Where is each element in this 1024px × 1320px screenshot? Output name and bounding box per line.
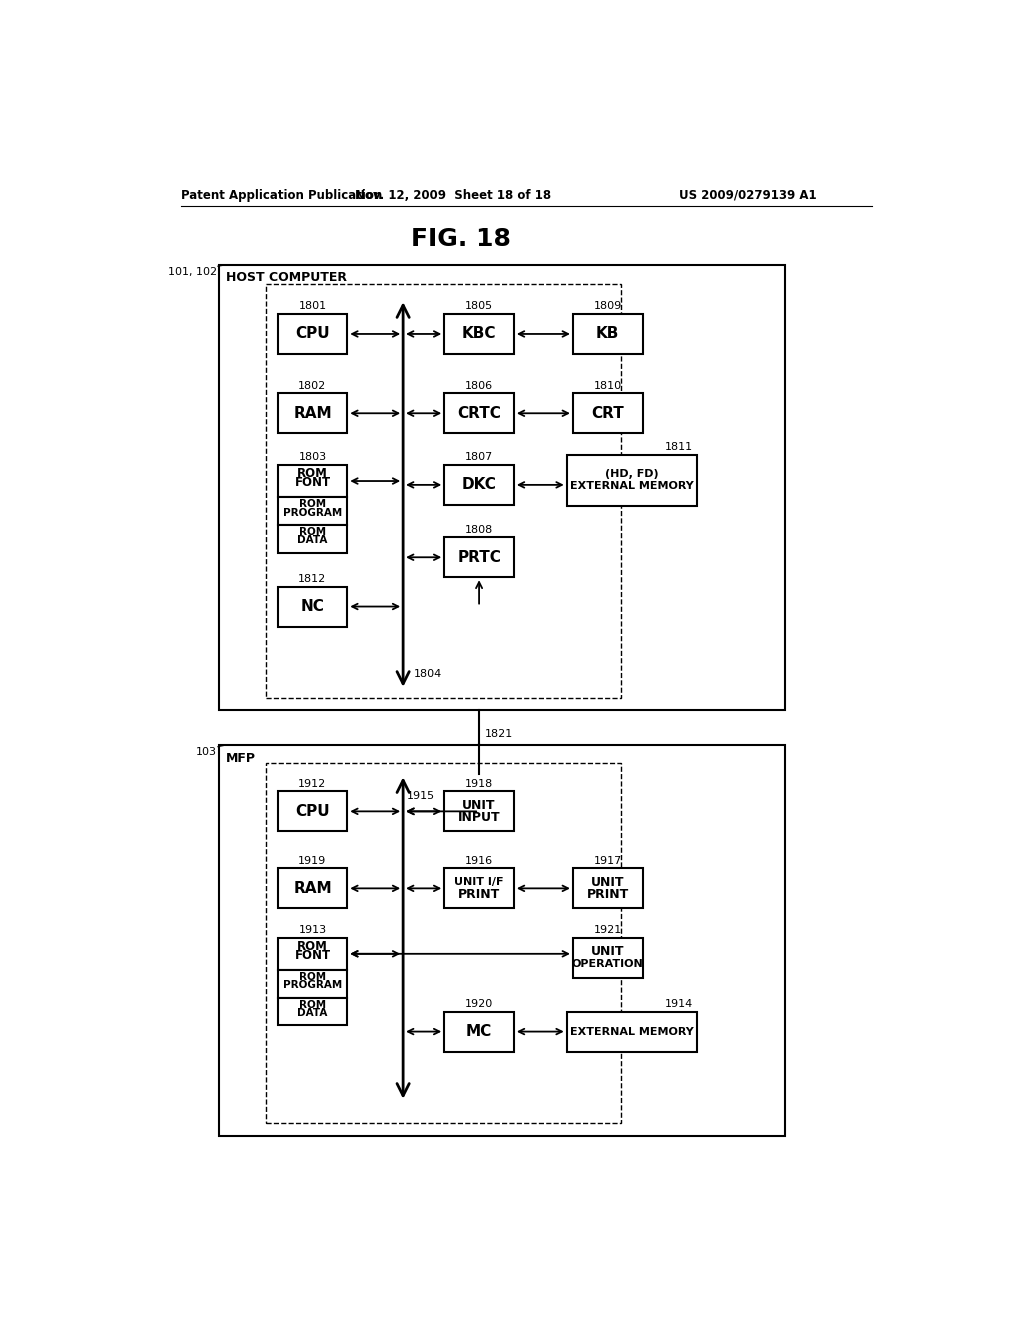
Bar [444, 314, 514, 354]
Text: Nov. 12, 2009  Sheet 18 of 18: Nov. 12, 2009 Sheet 18 of 18 [355, 189, 552, 202]
Text: Patent Application Publication: Patent Application Publication [180, 189, 382, 202]
Text: (HD, FD): (HD, FD) [605, 469, 658, 479]
Text: UNIT: UNIT [462, 799, 496, 812]
Text: 1802: 1802 [298, 380, 327, 391]
Text: PRINT: PRINT [458, 888, 500, 902]
Bar [278, 937, 347, 970]
Text: ROM: ROM [297, 940, 328, 953]
Text: 1806: 1806 [465, 380, 494, 391]
Text: PROGRAM: PROGRAM [283, 981, 342, 990]
Text: ROM: ROM [299, 527, 326, 537]
Bar [219, 744, 785, 1137]
Text: MFP: MFP [225, 751, 256, 764]
Text: ROM: ROM [297, 467, 328, 480]
Text: 1811: 1811 [665, 442, 693, 453]
Bar [566, 1011, 697, 1052]
Text: PRINT: PRINT [587, 888, 629, 902]
Text: 1803: 1803 [298, 453, 327, 462]
Text: FIG. 18: FIG. 18 [412, 227, 511, 251]
Text: FONT: FONT [294, 949, 331, 962]
Text: CPU: CPU [295, 326, 330, 342]
Bar [444, 869, 514, 908]
Text: HOST COMPUTER: HOST COMPUTER [225, 271, 347, 284]
Bar [266, 284, 621, 698]
Text: EXTERNAL MEMORY: EXTERNAL MEMORY [570, 1027, 693, 1036]
Text: 1913: 1913 [298, 925, 327, 935]
Bar [572, 937, 643, 978]
Text: ROM: ROM [299, 499, 326, 510]
Text: CRT: CRT [591, 405, 624, 421]
Text: PRTC: PRTC [457, 549, 501, 565]
Text: 1916: 1916 [465, 855, 494, 866]
Bar [278, 465, 347, 498]
Text: DATA: DATA [297, 1008, 328, 1018]
Bar [444, 792, 514, 832]
Text: KBC: KBC [462, 326, 497, 342]
Bar [444, 393, 514, 433]
Text: US 2009/0279139 A1: US 2009/0279139 A1 [679, 189, 817, 202]
Text: 1801: 1801 [298, 301, 327, 312]
Bar [278, 314, 347, 354]
Text: EXTERNAL MEMORY: EXTERNAL MEMORY [570, 482, 693, 491]
Text: 1919: 1919 [298, 855, 327, 866]
Text: 1917: 1917 [594, 855, 622, 866]
Text: ROM: ROM [299, 972, 326, 982]
Text: DATA: DATA [297, 536, 328, 545]
Bar [444, 537, 514, 577]
Bar [266, 763, 621, 1123]
Bar [566, 455, 697, 506]
Bar [572, 314, 643, 354]
Text: 1918: 1918 [465, 779, 494, 788]
Text: KB: KB [596, 326, 620, 342]
Bar [278, 792, 347, 832]
Bar [278, 498, 347, 525]
Text: MC: MC [466, 1024, 493, 1039]
Text: 1912: 1912 [298, 779, 327, 788]
Text: UNIT: UNIT [591, 945, 625, 958]
Bar [219, 264, 785, 710]
Bar [278, 393, 347, 433]
Bar [444, 465, 514, 506]
Text: 103: 103 [197, 747, 217, 758]
Bar [572, 393, 643, 433]
Text: INPUT: INPUT [458, 810, 501, 824]
Text: UNIT I/F: UNIT I/F [455, 878, 504, 887]
Text: 1808: 1808 [465, 524, 494, 535]
Bar [278, 869, 347, 908]
Text: 1920: 1920 [465, 999, 494, 1008]
Text: 1821: 1821 [485, 730, 513, 739]
Text: CRTC: CRTC [457, 405, 501, 421]
Text: OPERATION: OPERATION [571, 958, 644, 969]
Bar [278, 586, 347, 627]
Text: 1914: 1914 [665, 999, 693, 1008]
Text: 1921: 1921 [594, 925, 622, 935]
Bar [572, 869, 643, 908]
Bar [278, 998, 347, 1026]
Text: DKC: DKC [462, 478, 497, 492]
Text: RAM: RAM [293, 405, 332, 421]
Text: 1804: 1804 [414, 669, 442, 680]
Text: 101, 102: 101, 102 [168, 267, 217, 277]
Text: 1915: 1915 [407, 791, 435, 801]
Text: CPU: CPU [295, 804, 330, 818]
Text: 1810: 1810 [594, 380, 622, 391]
Bar [278, 970, 347, 998]
Text: RAM: RAM [293, 880, 332, 896]
Text: 1805: 1805 [465, 301, 494, 312]
Text: PROGRAM: PROGRAM [283, 508, 342, 517]
Bar [278, 525, 347, 553]
Text: 1809: 1809 [594, 301, 622, 312]
Text: 1812: 1812 [298, 574, 327, 583]
Text: UNIT: UNIT [591, 875, 625, 888]
Text: FONT: FONT [294, 477, 331, 490]
Text: NC: NC [300, 599, 325, 614]
Text: ROM: ROM [299, 999, 326, 1010]
Bar [444, 1011, 514, 1052]
Text: 1807: 1807 [465, 453, 494, 462]
